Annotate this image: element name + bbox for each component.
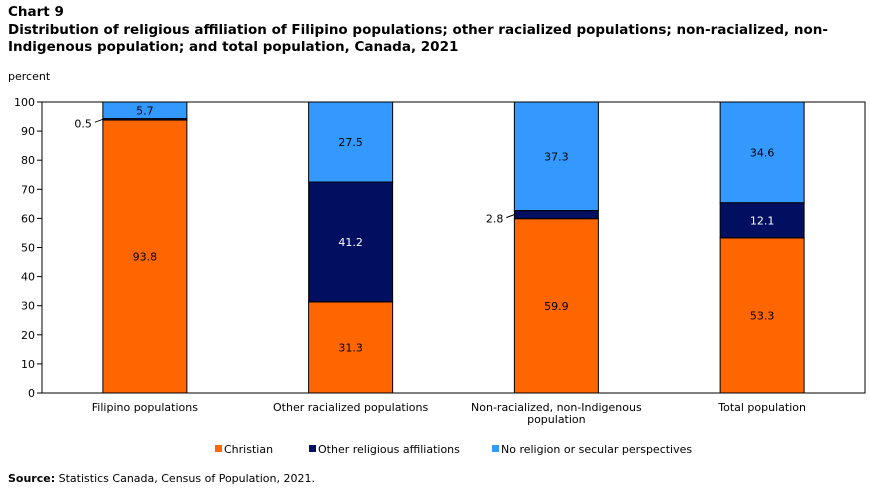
y-tick-label: 70 — [21, 183, 35, 196]
x-category-label: Other racialized populations — [273, 401, 429, 414]
bar-segment-no-religion — [308, 101, 394, 183]
legend-swatch-other-religious-affiliations — [309, 445, 316, 452]
data-label: 27.5 — [338, 136, 363, 149]
source-text: Statistics Canada, Census of Population,… — [58, 472, 315, 485]
y-tick-label: 0 — [28, 387, 35, 400]
legend-swatch-no-religion — [492, 445, 499, 452]
legend-label-christian: Christian — [224, 443, 273, 456]
bar-segment-other-religious-affiliations — [513, 210, 599, 220]
data-label: 12.1 — [750, 214, 775, 227]
y-tick-label: 100 — [14, 96, 35, 109]
x-category-label: Total population — [717, 401, 806, 414]
y-axis-unit-label: percent — [8, 70, 51, 83]
bar-segment-no-religion — [513, 101, 599, 212]
data-label: 0.5 — [74, 117, 92, 130]
data-label: 93.8 — [133, 251, 158, 264]
chart-title: Distribution of religious affiliation of… — [8, 22, 828, 55]
y-tick-label: 60 — [21, 212, 35, 225]
y-tick-label: 10 — [21, 358, 35, 371]
data-label: 2.8 — [486, 213, 504, 226]
source-label: Source: — [8, 472, 56, 485]
y-tick-label: 30 — [21, 300, 35, 313]
x-category-label: population — [527, 413, 586, 426]
y-tick-label: 40 — [21, 271, 35, 284]
y-tick-label: 50 — [21, 242, 35, 255]
data-label: 5.7 — [136, 104, 154, 117]
data-label: 41.2 — [338, 236, 363, 249]
y-tick-label: 80 — [21, 154, 35, 167]
bar-segment-christian — [102, 119, 188, 394]
bar-segment-other-religious-affiliations — [719, 202, 805, 239]
data-label: 59.9 — [544, 300, 569, 313]
bar-segment-christian — [719, 237, 805, 394]
legend-label-other-religious-affiliations: Other religious affiliations — [318, 443, 460, 456]
data-label-leader — [506, 214, 515, 219]
data-label: 34.6 — [750, 146, 775, 159]
bar-segment-christian — [513, 218, 599, 394]
bar-segment-christian — [308, 301, 394, 394]
data-label: 31.3 — [338, 341, 363, 354]
bar-segment-other-religious-affiliations — [308, 181, 394, 303]
bar-segment-no-religion — [719, 101, 805, 204]
chart-axes: 0 10 20 30 40 50 60 70 80 90 100 — [14, 96, 866, 400]
y-tick-label: 20 — [21, 329, 35, 342]
y-tick-label: 90 — [21, 125, 35, 138]
data-label: 37.3 — [544, 150, 569, 163]
chart-bars — [102, 101, 805, 394]
legend-swatch-christian — [215, 445, 222, 452]
source-note: Source: Statistics Canada, Census of Pop… — [8, 472, 315, 485]
chart-legend: Christian Other religious affiliations No … — [215, 443, 692, 456]
chart-label: Chart 9 — [8, 4, 64, 20]
x-category-label: Non-racialized, non-Indigenous — [471, 401, 642, 414]
legend-label-no-religion: No religion or secular perspectives — [501, 443, 692, 456]
data-label-leader — [94, 118, 104, 123]
chart-data-labels: 93.8 0.5 5.7 31.3 41.2 27.5 59.9 2.8 37.3 53.3 12.… — [74, 104, 774, 354]
bar-segment-no-religion — [102, 101, 188, 120]
data-label: 53.3 — [750, 309, 775, 322]
chart-category-labels: Filipino populations Other racialized pop… — [92, 401, 806, 426]
x-category-label: Filipino populations — [92, 401, 198, 414]
